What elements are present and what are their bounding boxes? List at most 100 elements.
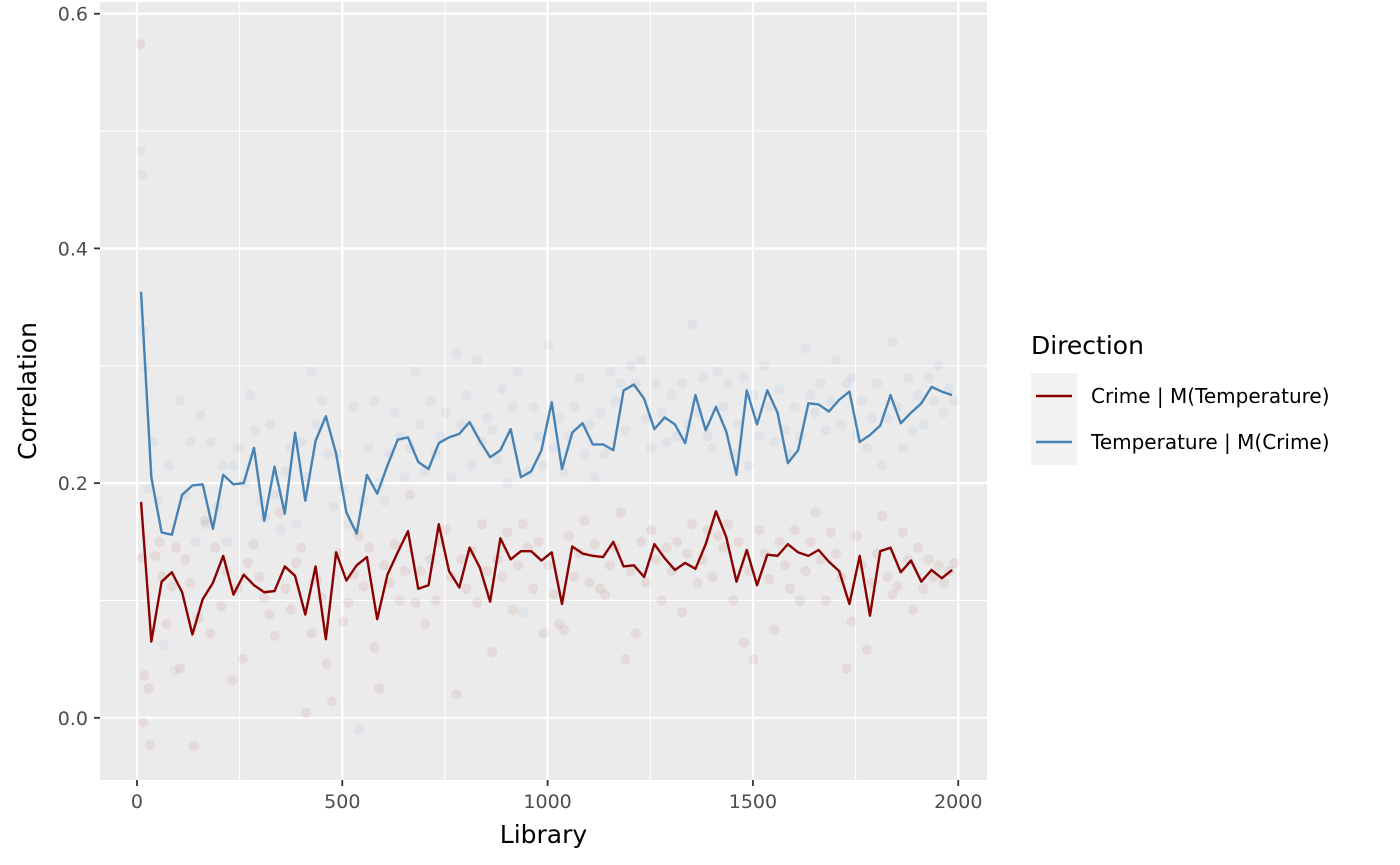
scatter-point-crime: [851, 530, 862, 542]
scatter-point-crime: [630, 628, 642, 639]
scatter-point-crime: [620, 653, 631, 665]
scatter-point-temperature: [938, 407, 950, 418]
scatter-point-temperature: [800, 342, 811, 354]
y-tick-label: 0.6: [58, 4, 88, 26]
y-tick-label: 0.4: [58, 238, 88, 260]
scatter-point-crime: [733, 536, 744, 547]
scatter-point-crime: [507, 604, 518, 616]
scatter-point-temperature: [877, 460, 888, 471]
scatter-point-temperature: [399, 472, 410, 483]
scatter-point-temperature: [666, 389, 677, 401]
x-tick-label: 0: [131, 791, 143, 813]
scatter-point-crime: [882, 571, 893, 583]
scatter-point-temperature: [677, 378, 688, 389]
scatter-point-temperature: [944, 384, 955, 395]
scatter-point-crime: [274, 507, 286, 518]
scatter-point-temperature: [815, 378, 826, 389]
scatter-point-crime: [594, 583, 606, 594]
scatter-point-crime: [144, 739, 156, 750]
scatter-point-crime: [209, 542, 221, 553]
scatter-point-crime: [374, 683, 385, 694]
x-axis: 0 500 1000 1500 2000: [131, 780, 982, 813]
series-line-crime: [139, 501, 953, 643]
scatter-point-crime: [861, 644, 873, 655]
scatter-point-crime: [291, 557, 302, 569]
scatter-point-crime: [263, 609, 275, 620]
scatter-point-temperature: [866, 413, 878, 424]
scatter-point-temperature: [445, 472, 457, 483]
scatter-point-crime: [563, 530, 575, 542]
scatter-point-temperature: [923, 372, 934, 383]
scatter-point-temperature: [410, 366, 421, 377]
scatter-point-temperature: [135, 145, 146, 157]
scatter-point-crime: [358, 581, 369, 592]
scatter-point-temperature: [466, 460, 477, 471]
scatter-point-temperature: [311, 419, 323, 430]
scatter-point-temperature: [163, 460, 175, 471]
scatter-point-crime: [486, 646, 498, 658]
scatter-point-crime: [830, 548, 842, 559]
scatter-point-temperature: [471, 354, 483, 366]
scatter-point-temperature: [389, 407, 401, 418]
scatter-point-temperature: [599, 448, 611, 459]
scatter-point-crime: [456, 554, 467, 565]
scatter-point-crime: [718, 542, 729, 553]
scatter-point-crime: [137, 717, 149, 728]
scatter-point-temperature: [651, 378, 662, 389]
scatter-point-temperature: [533, 430, 544, 442]
scatter-point-crime: [794, 595, 806, 606]
scatter-point-temperature: [348, 401, 359, 413]
scatter-point-crime: [651, 554, 662, 565]
scatter-point-temperature: [222, 536, 233, 547]
scatter-point-crime: [625, 565, 636, 577]
scatter-point-temperature: [918, 419, 929, 430]
scatter-point-temperature: [871, 378, 883, 389]
scatter-point-crime: [512, 560, 524, 571]
scatter-point-temperature: [615, 378, 626, 389]
scatter-point-crime: [180, 554, 191, 565]
scatter-point-crime: [805, 536, 816, 547]
scatter-point-crime: [135, 39, 146, 50]
scatter-point-temperature: [645, 442, 657, 454]
scatter-point-temperature: [296, 436, 307, 448]
scatter-point-temperature: [805, 389, 816, 401]
scatter-point-crime: [800, 565, 811, 577]
scatter-point-temperature: [774, 384, 785, 395]
scatter-point-temperature: [948, 395, 960, 407]
scatter-point-temperature: [553, 413, 565, 424]
scatter-point-crime: [810, 507, 821, 518]
scatter-point-temperature: [789, 401, 801, 413]
scatter-point-temperature: [902, 372, 914, 383]
scatter-point-temperature: [291, 518, 302, 530]
scatter-point-temperature: [743, 460, 755, 471]
scatter-point-temperature: [143, 483, 154, 495]
series-line-temperature: [139, 291, 953, 536]
scatter-point-crime: [389, 538, 401, 550]
scatter-point-temperature: [270, 489, 281, 501]
scatter-point-crime: [394, 595, 405, 606]
scatter-point-crime: [661, 542, 672, 553]
scatter-point-crime: [887, 589, 898, 600]
scatter-point-crime: [337, 616, 349, 627]
scatter-point-crime: [841, 663, 852, 674]
scatter-point-crime: [174, 663, 186, 674]
y-axis-title: Correlation: [13, 322, 42, 460]
scatter-point-temperature: [656, 407, 667, 418]
scatter-point-crime: [415, 565, 426, 577]
scatter-point-temperature: [280, 466, 291, 477]
scatter-point-temperature: [369, 395, 380, 407]
scatter-point-temperature: [686, 319, 698, 330]
scatter-point-temperature: [250, 425, 261, 436]
scatter-point-crime: [589, 538, 601, 550]
scatter-point-temperature: [579, 448, 590, 459]
x-tick-label: 1000: [523, 791, 571, 813]
scatter-point-crime: [738, 637, 750, 648]
x-axis-title: Library: [500, 820, 588, 849]
scatter-point-temperature: [512, 366, 524, 377]
scatter-point-crime: [604, 560, 616, 571]
scatter-point-temperature: [830, 354, 842, 366]
scatter-point-temperature: [820, 425, 832, 436]
scatter-point-temperature: [574, 372, 585, 383]
scatter-point-temperature: [378, 495, 390, 506]
scatter-point-crime: [645, 524, 657, 536]
